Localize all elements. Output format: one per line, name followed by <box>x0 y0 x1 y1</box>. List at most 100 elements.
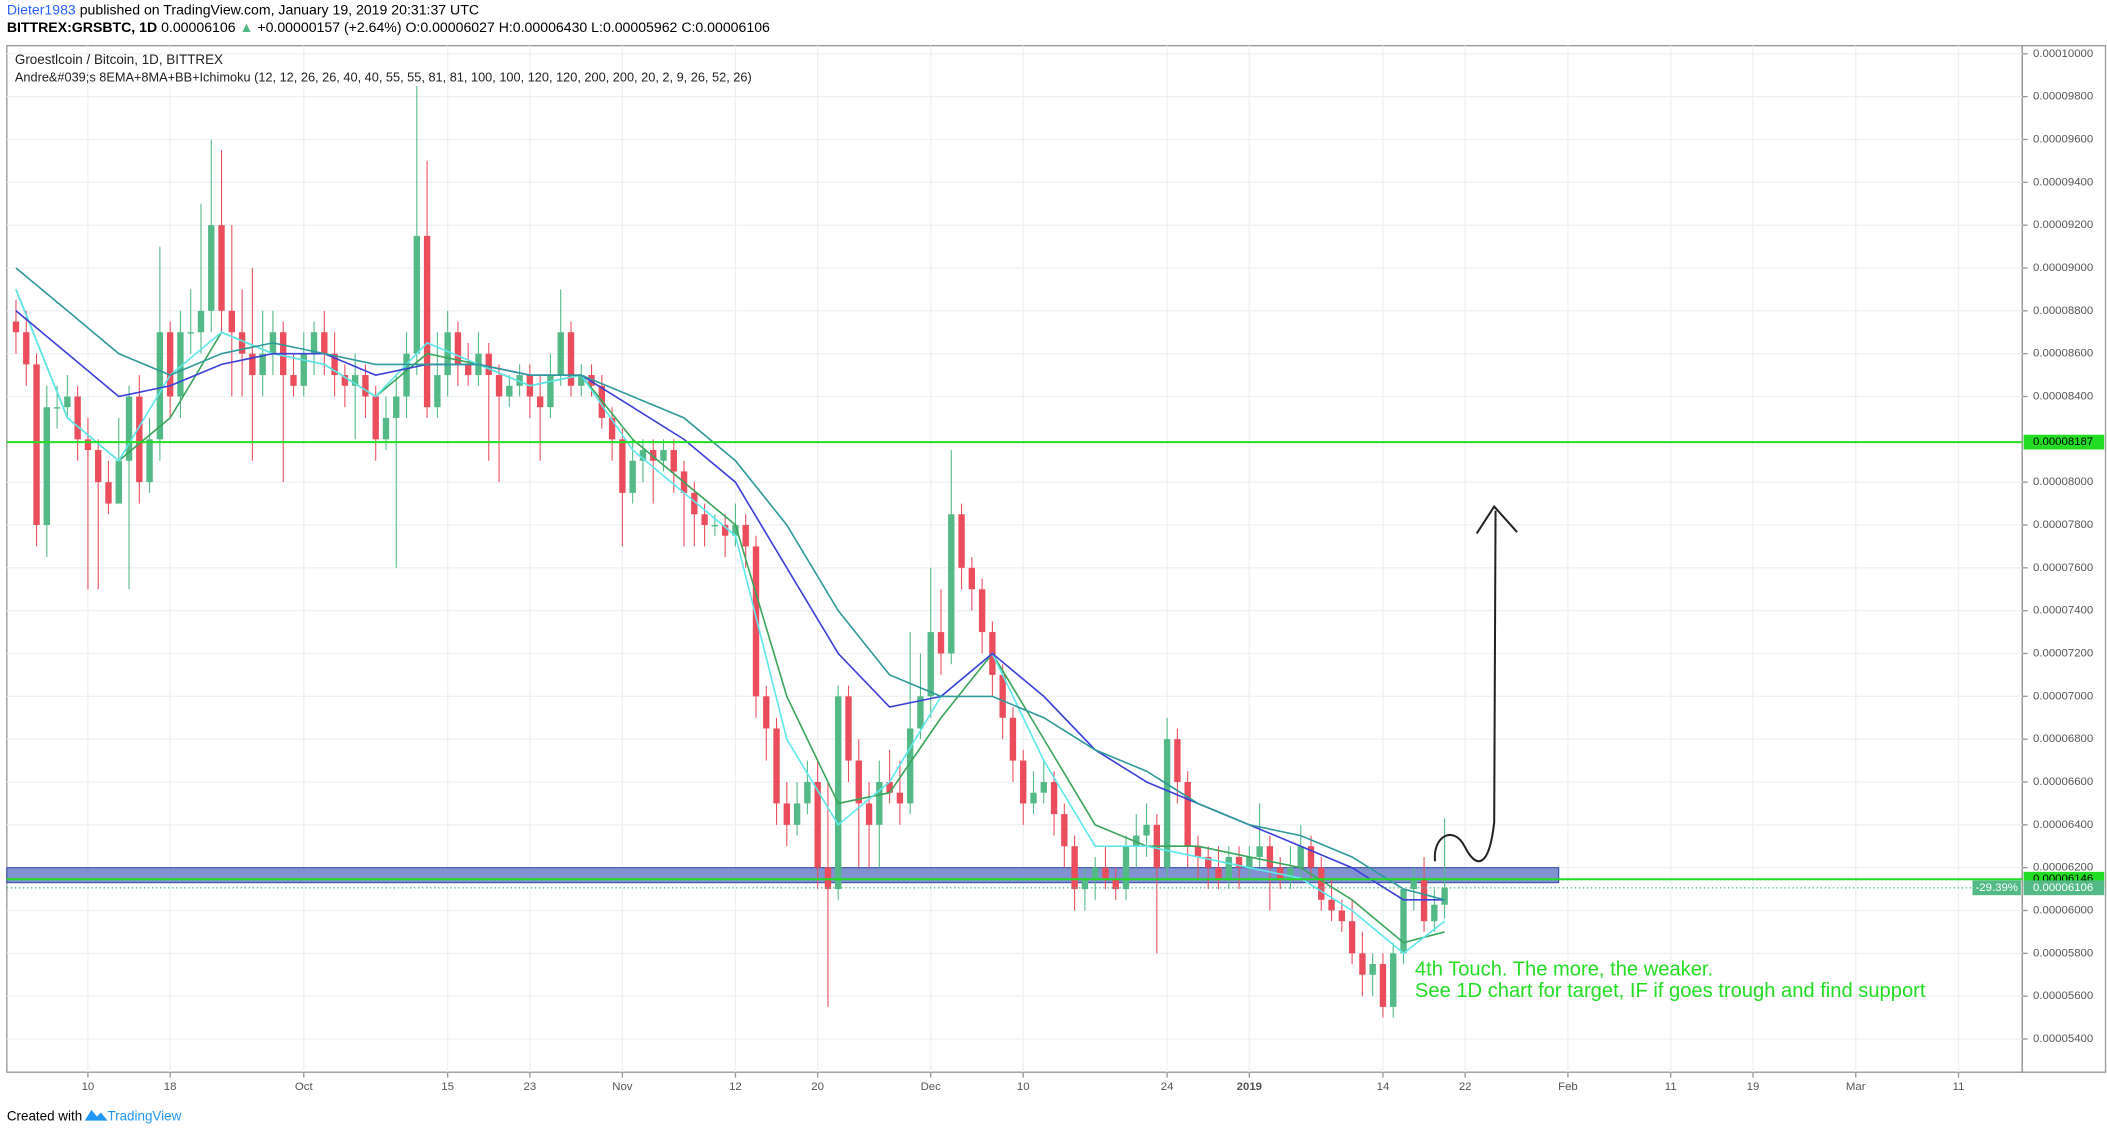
y-tick-label: 0.00006000 <box>2033 905 2093 917</box>
candle-body <box>608 417 616 440</box>
candle-body <box>1215 867 1222 879</box>
candle-body <box>578 375 585 386</box>
candle-body <box>495 375 503 397</box>
candle-body <box>742 524 749 547</box>
marks <box>6 85 2023 1018</box>
candle-body <box>187 332 194 334</box>
candle-body <box>855 760 862 804</box>
candle-body <box>43 407 51 525</box>
candle-body <box>351 375 359 386</box>
symbol-line: BITTREX:GRSBTC, 1D 0.00006106 ▲ +0.00000… <box>7 19 770 35</box>
candle-body <box>978 589 986 633</box>
candle-body <box>249 353 256 376</box>
y-tick-label: 0.00007600 <box>2033 562 2093 574</box>
candle-body <box>1205 856 1212 868</box>
candle-body <box>166 332 174 397</box>
candle-body <box>1307 846 1315 868</box>
y-tick-label: 0.00005600 <box>2033 990 2093 1002</box>
candle-body <box>1410 878 1417 890</box>
grid <box>6 45 2028 1078</box>
candle-body <box>423 235 431 408</box>
y-tick-label: 0.00008800 <box>2033 305 2093 317</box>
symbol: BITTREX:GRSBTC, 1D <box>7 19 157 35</box>
candle-body <box>33 364 40 525</box>
candle-body <box>413 235 421 354</box>
candle-body <box>1297 846 1304 868</box>
level-label: 0.00008187 <box>2033 436 2093 448</box>
annotation: See 1D chart for target, IF if goes trou… <box>1415 980 1926 1002</box>
footer-brand: TradingView <box>107 1108 181 1123</box>
candle-body <box>403 353 410 397</box>
last-price-tag <box>2023 880 2105 896</box>
candle-body <box>1348 921 1356 954</box>
candle-body <box>208 225 215 311</box>
candle-body <box>1379 964 1387 1007</box>
y-tick-label: 0.00009600 <box>2033 134 2093 146</box>
x-tick-label: Mar <box>1846 1081 1866 1093</box>
candle-body <box>1133 835 1140 847</box>
y-tick-label: 0.00006800 <box>2033 733 2093 745</box>
candle-body <box>1266 846 1274 868</box>
candle-body <box>1050 781 1058 815</box>
candle-body <box>1276 867 1284 879</box>
candle-body <box>310 332 318 354</box>
candle-body <box>1122 846 1130 890</box>
candle-body <box>1184 781 1191 847</box>
candle-body <box>1328 899 1335 911</box>
candle-body <box>1091 867 1099 879</box>
change: +0.00000157 (+2.64%) <box>257 19 401 35</box>
candle-body <box>886 781 893 793</box>
x-tick-label: 11 <box>1665 1081 1677 1093</box>
candle-body <box>1174 739 1181 782</box>
x-tick-label: 14 <box>1377 1081 1390 1093</box>
candle-body <box>999 674 1006 718</box>
candle-body <box>1081 878 1089 890</box>
candle-body <box>557 332 564 376</box>
candle-body <box>927 632 934 697</box>
y-tick-label: 0.00007200 <box>2033 648 2093 660</box>
candle-body <box>1256 846 1263 857</box>
candle-body <box>146 439 153 483</box>
candle-body <box>1163 739 1171 868</box>
level-tag <box>2023 434 2105 450</box>
candle-body <box>948 514 955 654</box>
x-tick-label: 12 <box>729 1081 742 1093</box>
candle-body <box>1225 856 1232 879</box>
candle-body <box>331 353 338 376</box>
change-label: -29.39% <box>1975 882 2017 894</box>
y-tick-label: 0.00008000 <box>2033 476 2093 488</box>
candle-body <box>1431 904 1438 922</box>
candle-body <box>793 803 801 825</box>
candle-body <box>588 375 595 386</box>
candle-body <box>1441 887 1448 905</box>
price-axis <box>2021 45 2107 1073</box>
candle-body <box>547 375 554 408</box>
candle-body <box>382 417 390 440</box>
candle-body <box>1400 889 1407 954</box>
candle-body <box>506 385 513 397</box>
candle-body <box>1040 781 1047 793</box>
change-tag <box>1972 880 2021 896</box>
y-tick-label: 0.00007400 <box>2033 605 2093 617</box>
candle-body <box>125 396 133 461</box>
candle-body <box>845 696 852 761</box>
candle-body <box>711 524 719 527</box>
candle-body <box>1030 792 1037 804</box>
candle-body <box>372 396 379 440</box>
candle-body <box>1390 953 1397 1007</box>
candle-body <box>639 450 647 461</box>
candle-body <box>721 524 729 536</box>
candle-body <box>1112 878 1119 890</box>
candle-body <box>1009 717 1017 761</box>
candle-body <box>1359 953 1366 975</box>
candle-body <box>876 781 883 825</box>
candle-body <box>1338 910 1346 922</box>
moving-average <box>15 289 1445 944</box>
candle-body <box>177 332 184 397</box>
y-tick-label: 0.00005400 <box>2033 1033 2093 1045</box>
y-tick-label: 0.00008400 <box>2033 391 2093 403</box>
candle-body <box>773 728 780 804</box>
y-tick-label: 0.00007000 <box>2033 690 2093 702</box>
candle-body <box>752 546 760 697</box>
